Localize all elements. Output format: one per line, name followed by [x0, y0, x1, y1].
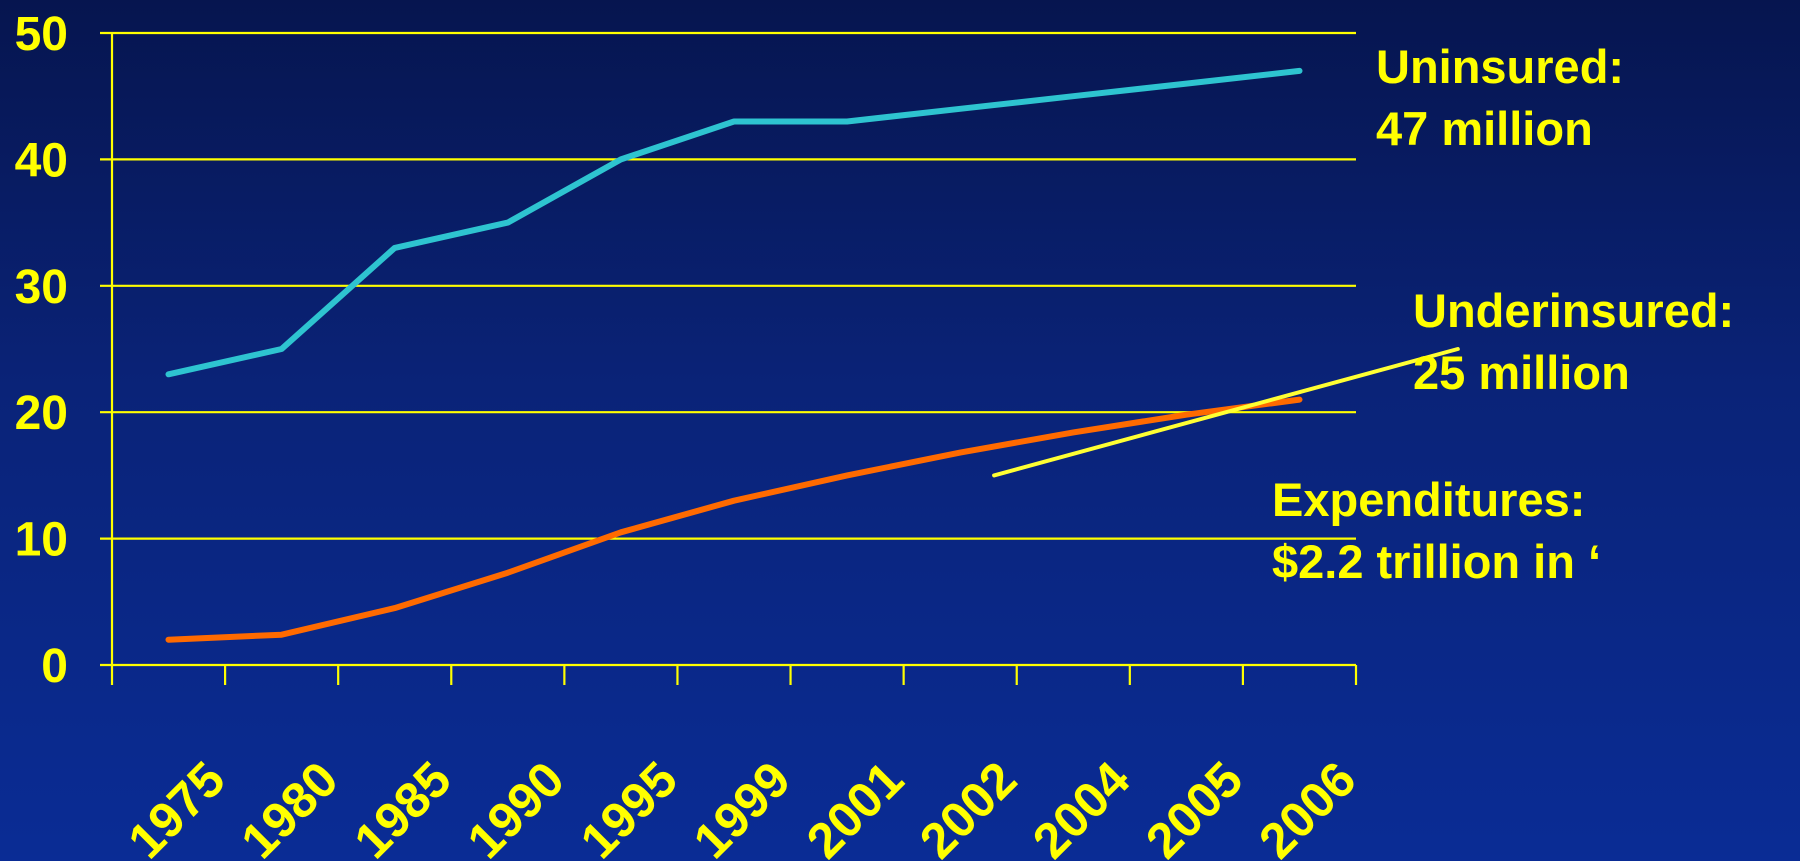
x-tick-label: 1999	[683, 751, 801, 861]
y-tick-label: 30	[15, 261, 68, 314]
x-tick-label: 2006	[1248, 751, 1366, 861]
grid-lines	[100, 31, 1356, 667]
x-tick-label: 1990	[457, 751, 575, 861]
y-tick-label: 50	[15, 8, 68, 61]
x-tick-label: 1985	[344, 751, 462, 861]
y-tick-label: 10	[15, 514, 68, 567]
series-line-uninsured	[165, 67, 1303, 378]
uninsured-annotation: Uninsured: 47 million	[1376, 36, 1624, 160]
underinsured-annotation: Underinsured: 25 million	[1413, 280, 1734, 404]
expenditures-annotation-line2: $2.2 trillion in ‘	[1272, 535, 1602, 588]
underinsured-annotation-line2: 25 million	[1413, 346, 1630, 399]
series-line-expenditures	[165, 396, 1303, 643]
x-tick-label: 2002	[909, 751, 1027, 861]
x-tick-label: 2001	[796, 751, 914, 861]
underinsured-annotation-line1: Underinsured:	[1413, 284, 1735, 337]
y-tick-label: 20	[15, 387, 68, 440]
expenditures-annotation-line1: Expenditures:	[1272, 473, 1586, 526]
y-tick-label: 40	[15, 134, 68, 187]
x-tick-label: 2005	[1135, 751, 1253, 861]
x-tick-label: 1975	[117, 751, 235, 861]
x-tick-label: 2004	[1022, 751, 1140, 861]
expenditures-annotation: Expenditures: $2.2 trillion in ‘	[1272, 469, 1601, 593]
series-line-underinsured	[992, 347, 1460, 478]
y-tick-label: 0	[41, 640, 68, 693]
uninsured-annotation-line1: Uninsured:	[1376, 40, 1625, 93]
x-tick-label: 1980	[230, 751, 348, 861]
axes	[110, 33, 1358, 685]
data-series	[165, 67, 1460, 643]
uninsured-annotation-line2: 47 million	[1376, 102, 1593, 155]
x-tick-label: 1995	[570, 751, 688, 861]
